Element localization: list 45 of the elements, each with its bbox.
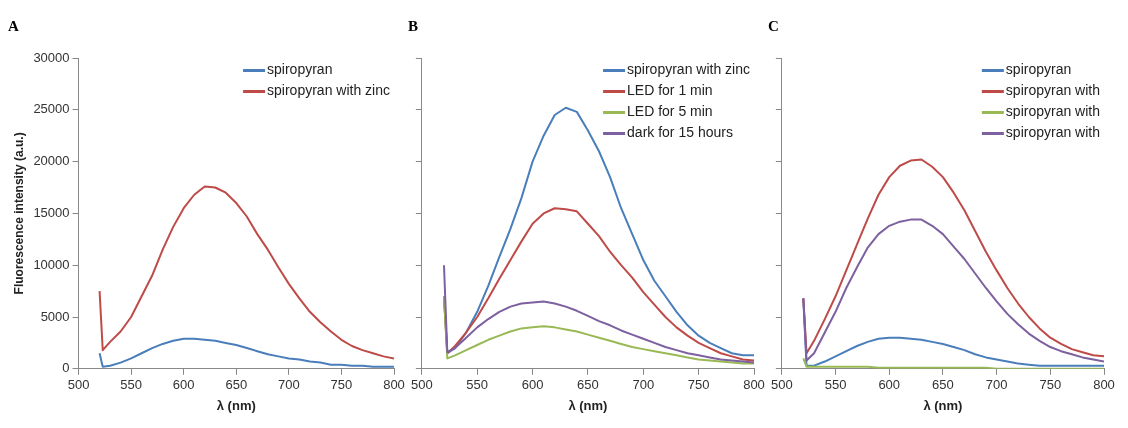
legend-label: spiropyran with bbox=[1005, 124, 1100, 141]
y-tick-label: 20000 bbox=[33, 153, 70, 169]
x-tick-label: 650 bbox=[577, 377, 599, 393]
legend-label: spiropyran bbox=[1005, 61, 1072, 78]
x-axis-title: λ (nm) bbox=[923, 397, 963, 413]
legend-label: spiropyran with bbox=[1005, 103, 1100, 120]
x-tick-label: 800 bbox=[743, 377, 765, 393]
y-tick-label: 30000 bbox=[33, 49, 70, 65]
y-tick-label: 0 bbox=[62, 360, 70, 376]
x-tick-label: 800 bbox=[383, 377, 405, 393]
x-tick-label: 600 bbox=[878, 377, 901, 393]
y-tick-label: 25000 bbox=[33, 101, 70, 117]
y-tick-label: 5000 bbox=[40, 308, 70, 324]
x-tick-label: 550 bbox=[120, 377, 142, 393]
x-tick-label: 700 bbox=[632, 377, 655, 393]
x-tick-label: 700 bbox=[985, 377, 1008, 393]
x-tick-label: 600 bbox=[172, 377, 195, 393]
x-tick-label: 500 bbox=[770, 377, 793, 393]
legend-label: spiropyran with zinc bbox=[267, 82, 390, 99]
legend-label: spiropyran with zinc bbox=[627, 61, 750, 78]
x-tick-label: 600 bbox=[521, 377, 544, 393]
y-tick-label: 10000 bbox=[33, 256, 70, 272]
x-axis-title: λ (nm) bbox=[216, 397, 256, 413]
legend-label: dark for 15 hours bbox=[627, 124, 733, 141]
legend-label: spiropyran with bbox=[1005, 82, 1100, 99]
chart-title: A bbox=[8, 17, 19, 34]
legend-label: LED for 5 min bbox=[627, 103, 713, 120]
y-tick-label: 15000 bbox=[33, 204, 70, 220]
x-tick-label: 800 bbox=[1093, 377, 1115, 393]
x-tick-label: 500 bbox=[410, 377, 433, 393]
x-axis-title: λ (nm) bbox=[568, 397, 608, 413]
x-tick-label: 550 bbox=[824, 377, 847, 393]
y-axis-title: Fluorescence intensity (a.u.) bbox=[11, 132, 26, 295]
x-tick-label: 550 bbox=[466, 377, 489, 393]
chart-title: B bbox=[408, 17, 419, 34]
x-tick-label: 750 bbox=[1039, 377, 1062, 393]
legend-label: LED for 1 min bbox=[627, 82, 713, 99]
x-tick-label: 650 bbox=[932, 377, 954, 393]
chart-title: C bbox=[768, 17, 779, 34]
x-tick-label: 750 bbox=[330, 377, 353, 393]
x-tick-label: 650 bbox=[225, 377, 248, 393]
x-tick-label: 700 bbox=[278, 377, 300, 393]
x-tick-label: 750 bbox=[687, 377, 710, 393]
legend-label: spiropyran bbox=[267, 61, 333, 78]
x-tick-label: 500 bbox=[67, 377, 90, 393]
